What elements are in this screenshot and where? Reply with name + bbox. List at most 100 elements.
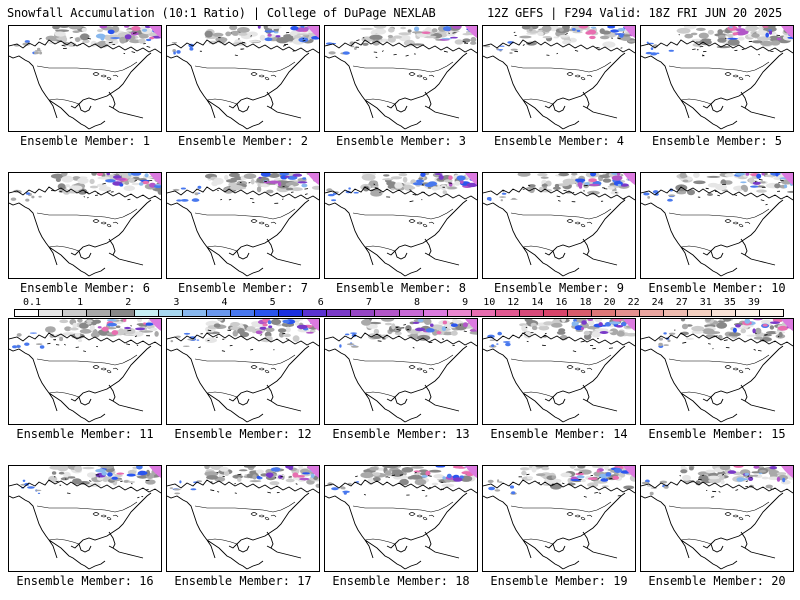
snow-patch bbox=[768, 35, 781, 42]
snow-patch bbox=[497, 331, 502, 336]
snow-patch bbox=[786, 190, 793, 193]
snow-patch bbox=[744, 472, 750, 476]
snow-patch bbox=[535, 473, 546, 477]
member-label-prefix: Ensemble Member: bbox=[490, 427, 614, 441]
arctic-island bbox=[409, 189, 412, 191]
arctic-island bbox=[556, 52, 559, 55]
snow-patch bbox=[153, 184, 161, 189]
ensemble-member-label: Ensemble Member: 15 bbox=[628, 427, 800, 441]
snow-patch bbox=[569, 466, 576, 469]
colorbar-segment bbox=[39, 310, 64, 316]
snow-patch bbox=[510, 48, 518, 51]
snow-patch bbox=[106, 319, 117, 322]
snow-patch bbox=[766, 331, 778, 335]
snow-patch bbox=[74, 332, 81, 338]
snow-patch bbox=[230, 322, 241, 327]
snow-patch bbox=[451, 26, 462, 29]
snow-patch bbox=[465, 466, 477, 478]
snow-patch bbox=[382, 466, 396, 468]
snow-patch bbox=[237, 27, 250, 33]
coastline bbox=[9, 39, 161, 130]
snow-patch bbox=[602, 178, 612, 183]
arctic-island bbox=[97, 192, 100, 195]
snow-patch bbox=[428, 469, 442, 473]
snow-patch bbox=[275, 35, 281, 38]
snow-patch bbox=[558, 328, 566, 333]
snow-patch bbox=[442, 476, 446, 480]
snow-patch bbox=[39, 51, 43, 55]
coastline bbox=[483, 39, 635, 130]
snowfall-shading bbox=[172, 173, 319, 202]
snow-patch bbox=[89, 185, 99, 189]
snowfall-shading bbox=[10, 173, 161, 202]
snow-patch bbox=[258, 176, 262, 179]
snow-patch bbox=[131, 182, 141, 186]
snow-patch bbox=[86, 472, 97, 478]
snow-patch bbox=[589, 35, 596, 40]
snow-patch bbox=[501, 192, 507, 195]
snow-patch bbox=[219, 466, 229, 472]
snow-patch bbox=[348, 187, 351, 190]
arctic-island bbox=[427, 475, 432, 477]
arctic-island bbox=[682, 341, 687, 344]
colorbar-label: 2 bbox=[125, 297, 132, 308]
country-border bbox=[668, 354, 770, 398]
member-label-prefix: Ensemble Member: bbox=[174, 574, 298, 588]
snow-patch bbox=[753, 466, 760, 469]
snow-patch bbox=[75, 37, 81, 43]
great-lakes bbox=[250, 72, 277, 81]
snow-patch bbox=[130, 173, 142, 176]
snow-patch bbox=[366, 323, 378, 329]
snow-patch bbox=[16, 345, 21, 348]
snow-patch bbox=[390, 176, 403, 180]
country-border bbox=[510, 501, 612, 545]
arctic-island bbox=[526, 340, 529, 343]
snow-patch bbox=[758, 27, 764, 35]
snow-patch bbox=[285, 326, 291, 333]
snow-patch bbox=[35, 343, 43, 345]
arctic-island bbox=[75, 346, 79, 348]
member-number: 17 bbox=[297, 574, 312, 588]
snow-patch bbox=[770, 40, 781, 46]
coastline bbox=[325, 332, 477, 423]
snow-patch bbox=[499, 45, 505, 47]
member-number: 12 bbox=[297, 427, 312, 441]
snow-patch bbox=[708, 478, 722, 484]
arctic-island bbox=[699, 46, 704, 48]
snow-patch bbox=[443, 179, 453, 183]
snow-patch bbox=[285, 466, 294, 469]
arctic-island bbox=[758, 54, 760, 56]
snow-patch bbox=[609, 328, 619, 336]
snow-patch bbox=[371, 336, 382, 339]
arctic-island bbox=[598, 492, 602, 494]
snow-patch bbox=[278, 475, 283, 479]
arctic-island bbox=[260, 334, 262, 336]
snow-patch bbox=[144, 322, 154, 326]
snow-patch bbox=[570, 479, 581, 481]
snow-patch bbox=[355, 481, 360, 483]
snow-patch bbox=[599, 174, 611, 179]
snow-patch bbox=[60, 477, 69, 481]
snow-patch bbox=[588, 183, 600, 187]
snow-patch bbox=[102, 475, 109, 482]
snow-patch bbox=[454, 180, 461, 186]
snow-patch bbox=[237, 32, 248, 36]
snow-patch bbox=[368, 180, 379, 186]
snow-patch bbox=[111, 330, 119, 336]
snow-patch bbox=[576, 29, 581, 32]
arctic-island bbox=[556, 195, 561, 198]
snow-patch bbox=[101, 471, 108, 476]
snow-patch bbox=[375, 28, 387, 35]
snow-patch bbox=[751, 33, 760, 38]
coastline bbox=[641, 479, 793, 570]
snow-patch bbox=[310, 473, 315, 478]
colorbar-segment bbox=[111, 310, 136, 316]
snow-patch bbox=[354, 47, 357, 50]
snow-patch bbox=[580, 327, 585, 330]
member-label-prefix: Ensemble Member: bbox=[493, 281, 617, 295]
arctic-island bbox=[563, 190, 567, 192]
snow-patch bbox=[613, 468, 623, 473]
snow-patch bbox=[398, 34, 411, 42]
great-lakes bbox=[408, 365, 435, 374]
arctic-island bbox=[754, 180, 757, 183]
